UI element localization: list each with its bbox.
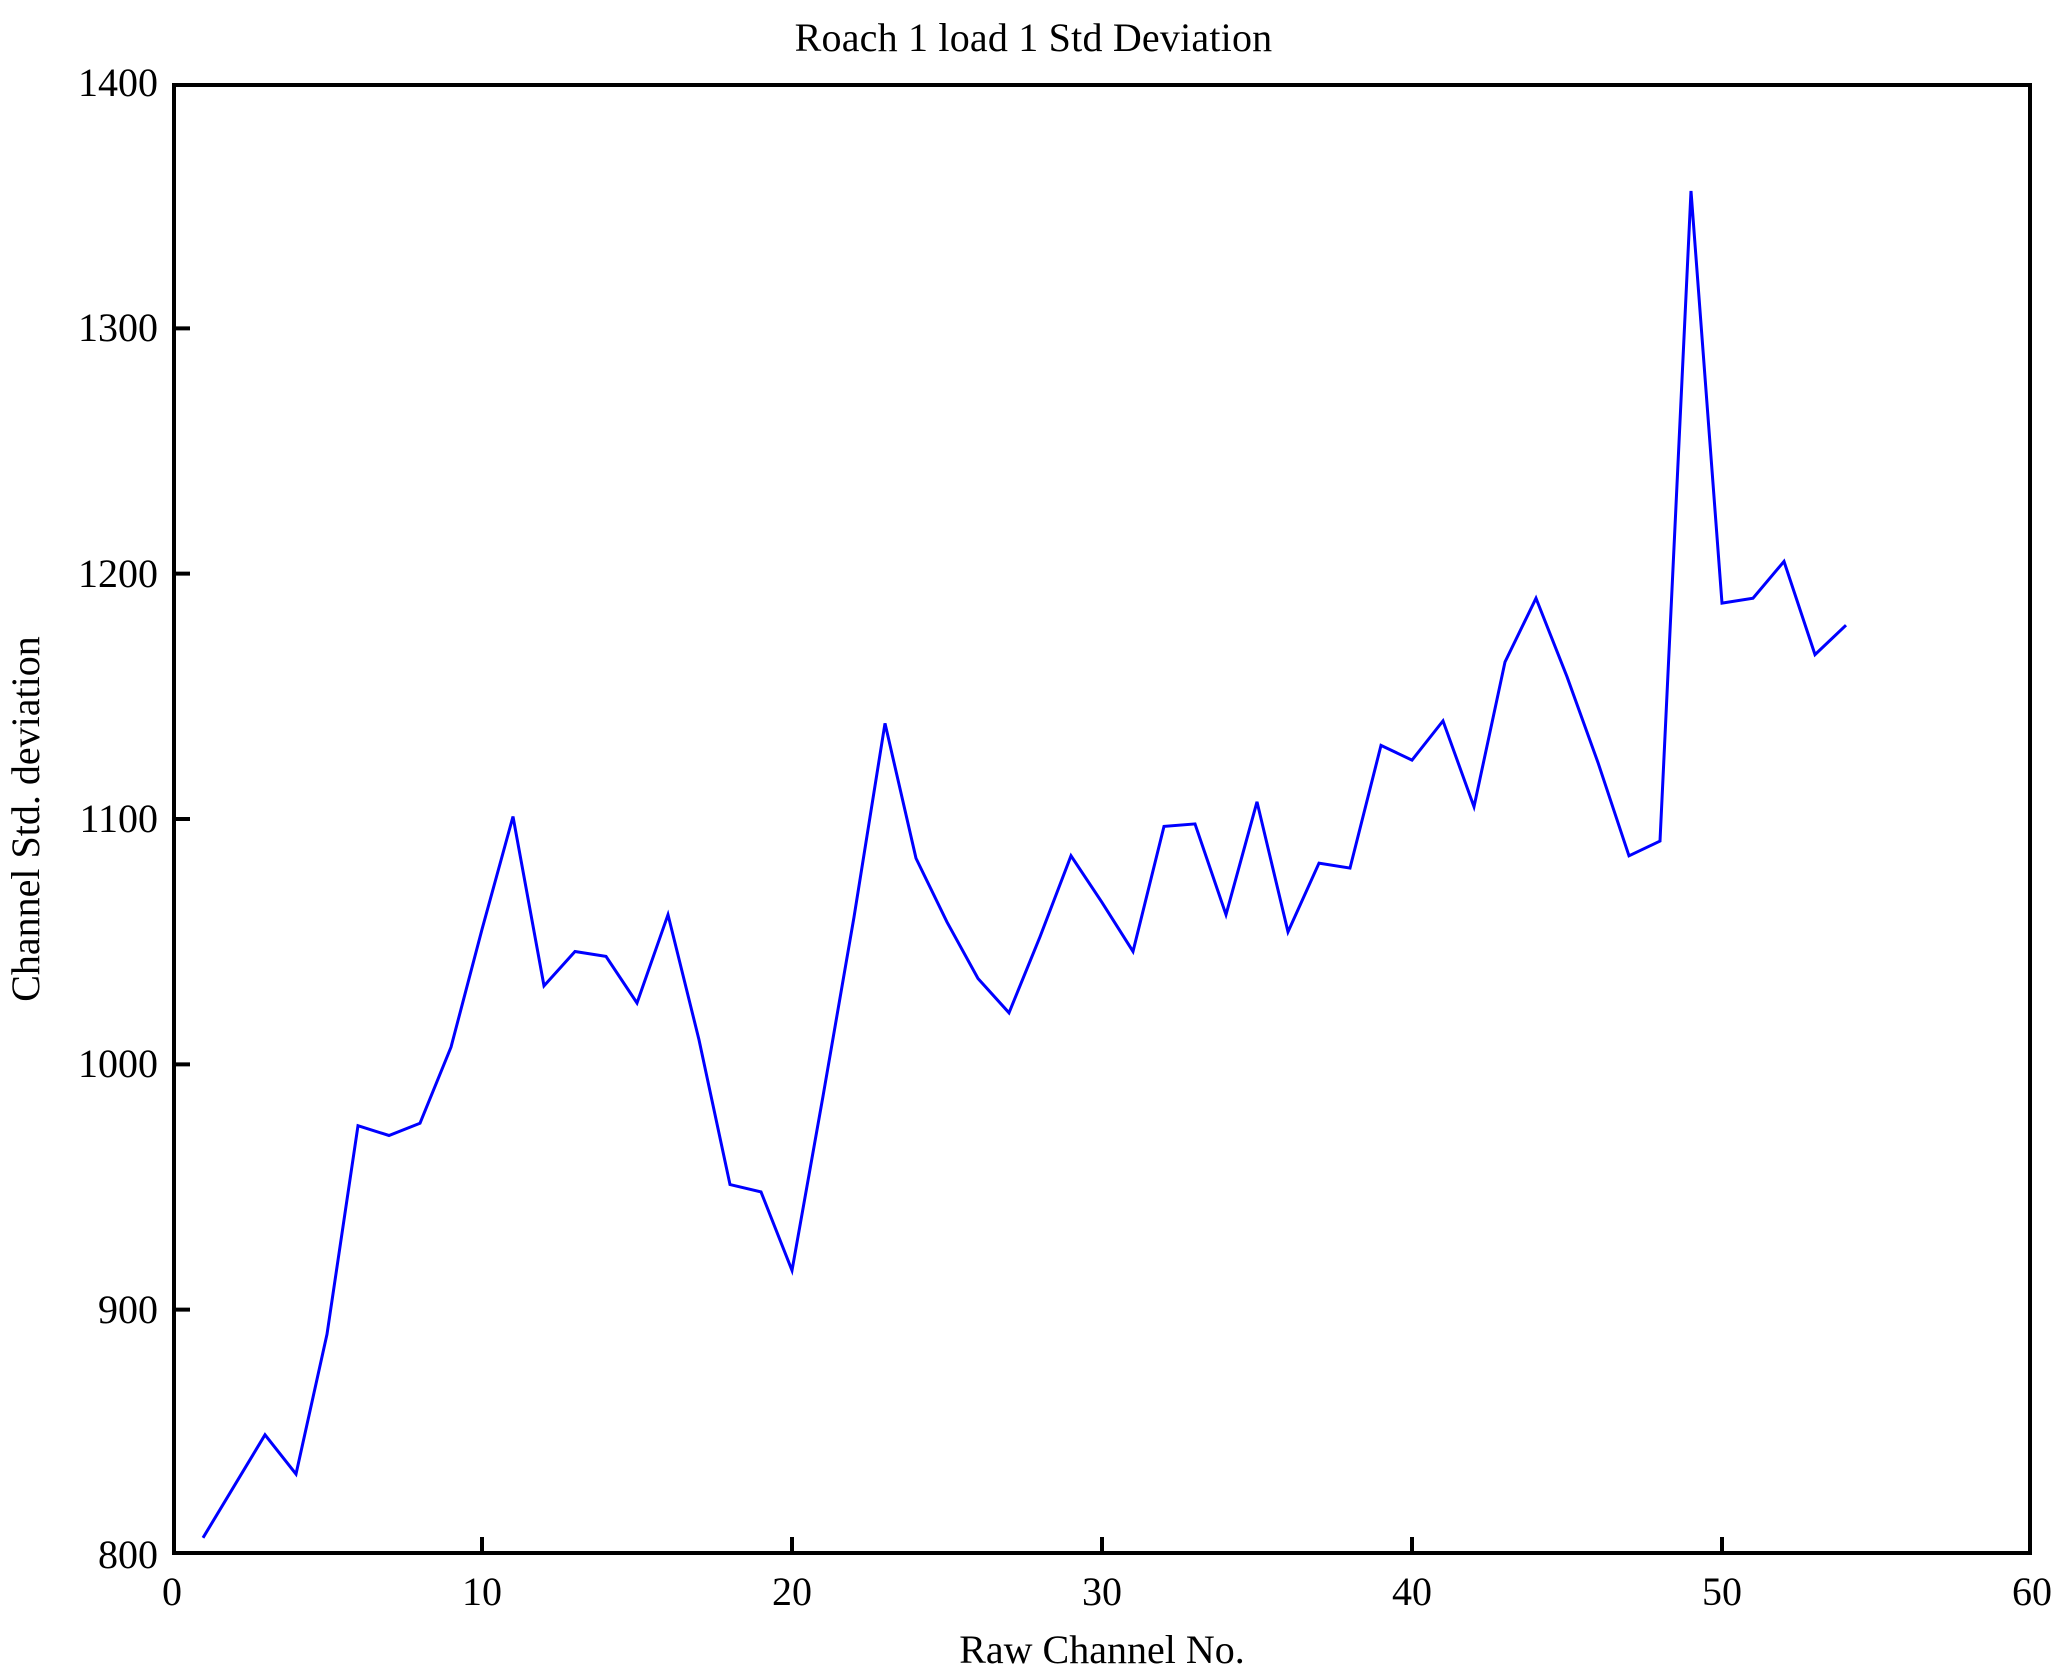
x-axis-tick-labels: 0 10 20 30 40 50 60 <box>162 1569 2052 1628</box>
y-tick-label: 1100 <box>79 796 158 841</box>
x-axis-label: Raw Channel No. <box>959 1627 1245 1672</box>
y-tick-label: 900 <box>98 1286 158 1332</box>
x-tick-label: 30 <box>1082 1569 1122 1614</box>
page-title: Roach 1 load 1 Std Deviation <box>794 15 1273 60</box>
plot-area <box>172 83 2032 1555</box>
x-tick-label: 50 <box>1702 1569 1742 1614</box>
y-tick-label: 1200 <box>78 550 158 596</box>
y-tick-label: 1300 <box>78 305 158 351</box>
x-tick-label: 20 <box>772 1569 812 1614</box>
x-tick-label: 40 <box>1392 1569 1432 1614</box>
y-tick-label: 1400 <box>78 60 158 105</box>
series-line-chart <box>172 190 1848 1555</box>
y-axis-tick-labels: 800 900 1000 1100 1200 1300 1400 <box>10 63 158 1575</box>
x-tick-label: 60 <box>2012 1569 2052 1614</box>
x-tick-label: 0 <box>162 1569 182 1614</box>
y-tick-label: 800 <box>98 1532 158 1577</box>
x-tick-label: 10 <box>462 1569 502 1614</box>
y-tick-label: 1000 <box>78 1041 158 1087</box>
data-series-line <box>201 190 1848 1539</box>
